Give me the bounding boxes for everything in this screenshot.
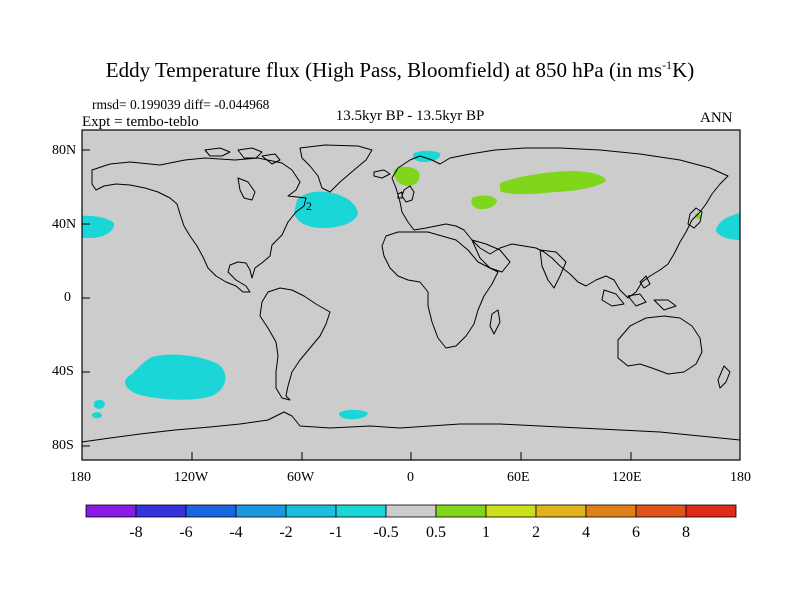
colorbar-box [685, 504, 737, 518]
colorbar-box [385, 504, 437, 518]
x-tick-label-60e: 60E [507, 470, 530, 485]
colorbar: -8 -6 -4 -2 -1 -0.5 0.5 1 2 4 6 8 [85, 504, 737, 541]
coast-antarctica [81, 411, 741, 443]
season-label: ANN [700, 110, 733, 126]
patch-southern-ocean-small-2 [92, 412, 102, 419]
x-tick-label-60w: 60W [287, 470, 315, 485]
colorbar-label: 2 [532, 524, 540, 541]
coast-madagascar [489, 309, 501, 335]
coast-arabia [471, 239, 511, 273]
x-tick-label-180w: 180 [70, 470, 91, 485]
coast-iceland [373, 169, 391, 179]
patch-south-pacific-negative [125, 354, 226, 400]
colorbar-box [535, 504, 587, 518]
coast-greenland [299, 144, 373, 193]
coast-africa [381, 231, 499, 349]
x-tick-label-120w: 120W [174, 470, 209, 485]
patch-siberia-positive [500, 171, 606, 195]
patch-south-atlantic-negative [338, 409, 368, 420]
y-tick-label-40n: 40N [52, 217, 77, 232]
experiment-label: Expt = tembo-teblo [82, 114, 199, 130]
period-label: 13.5kyr BP - 13.5kyr BP [335, 108, 485, 124]
coast-north-america [91, 157, 307, 293]
x-tick-label-180e: 180 [730, 470, 751, 485]
y-tick-label-80s: 80S [52, 438, 74, 453]
coast-british-isles [397, 185, 415, 203]
colorbar-label: -1 [329, 524, 342, 541]
colorbar-label: -2 [279, 524, 292, 541]
patch-greenland-sea-negative [413, 150, 441, 162]
coast-australia [617, 315, 703, 375]
colorbar-box [285, 504, 337, 518]
colorbar-box [635, 504, 687, 518]
colorbar-box [185, 504, 237, 518]
map-panel: 2 [81, 129, 741, 461]
coast-hudson-bay [237, 177, 256, 201]
colorbar-box [585, 504, 637, 518]
coast-southeast-asia-islands [601, 275, 677, 311]
y-tick-label-0: 0 [64, 290, 71, 305]
chart-title: Eddy Temperature flux (High Pass, Bloomf… [105, 58, 695, 82]
colorbar-box [435, 504, 487, 518]
colorbar-label: 6 [632, 524, 640, 541]
colorbar-box [85, 504, 137, 518]
colorbar-label: 0.5 [426, 524, 446, 541]
y-tick-label-80n: 80N [52, 143, 77, 158]
patch-caspian-positive [471, 195, 497, 210]
colorbar-label: 4 [582, 524, 590, 541]
colorbar-box [335, 504, 387, 518]
coast-japan [687, 207, 703, 229]
patch-pacific-east-edge-negative [716, 213, 740, 240]
y-tick-label-40s: 40S [52, 364, 74, 379]
anomaly-patches [82, 150, 740, 420]
colorbar-label: -0.5 [373, 524, 398, 541]
colorbar-box [235, 504, 287, 518]
colorbar-label: -6 [179, 524, 192, 541]
coast-south-america [259, 287, 331, 401]
colorbar-label: -8 [129, 524, 142, 541]
x-tick-label-120e: 120E [612, 470, 642, 485]
tick-marks [82, 149, 632, 460]
patch-southern-ocean-small-1 [94, 399, 105, 409]
coast-canadian-archipelago [204, 147, 281, 165]
stats-label: rmsd= 0.199039 diff= -0.044968 [92, 97, 270, 112]
colorbar-label: -4 [229, 524, 242, 541]
coast-new-zealand [717, 365, 731, 389]
colorbar-label: 1 [482, 524, 490, 541]
x-tick-label-0: 0 [407, 470, 414, 485]
patch-pacific-west-edge-negative [82, 215, 115, 238]
colorbar-box [135, 504, 187, 518]
coast-europe-asia [391, 147, 729, 299]
coastlines [81, 144, 741, 443]
coast-india [539, 249, 567, 289]
patch-north-atlantic-negative [294, 191, 358, 229]
contour-label: 2 [306, 199, 312, 213]
patch-japan-positive [694, 213, 702, 219]
colorbar-label: 8 [682, 524, 690, 541]
colorbar-box [485, 504, 537, 518]
patch-scandinavia-positive [393, 166, 420, 186]
